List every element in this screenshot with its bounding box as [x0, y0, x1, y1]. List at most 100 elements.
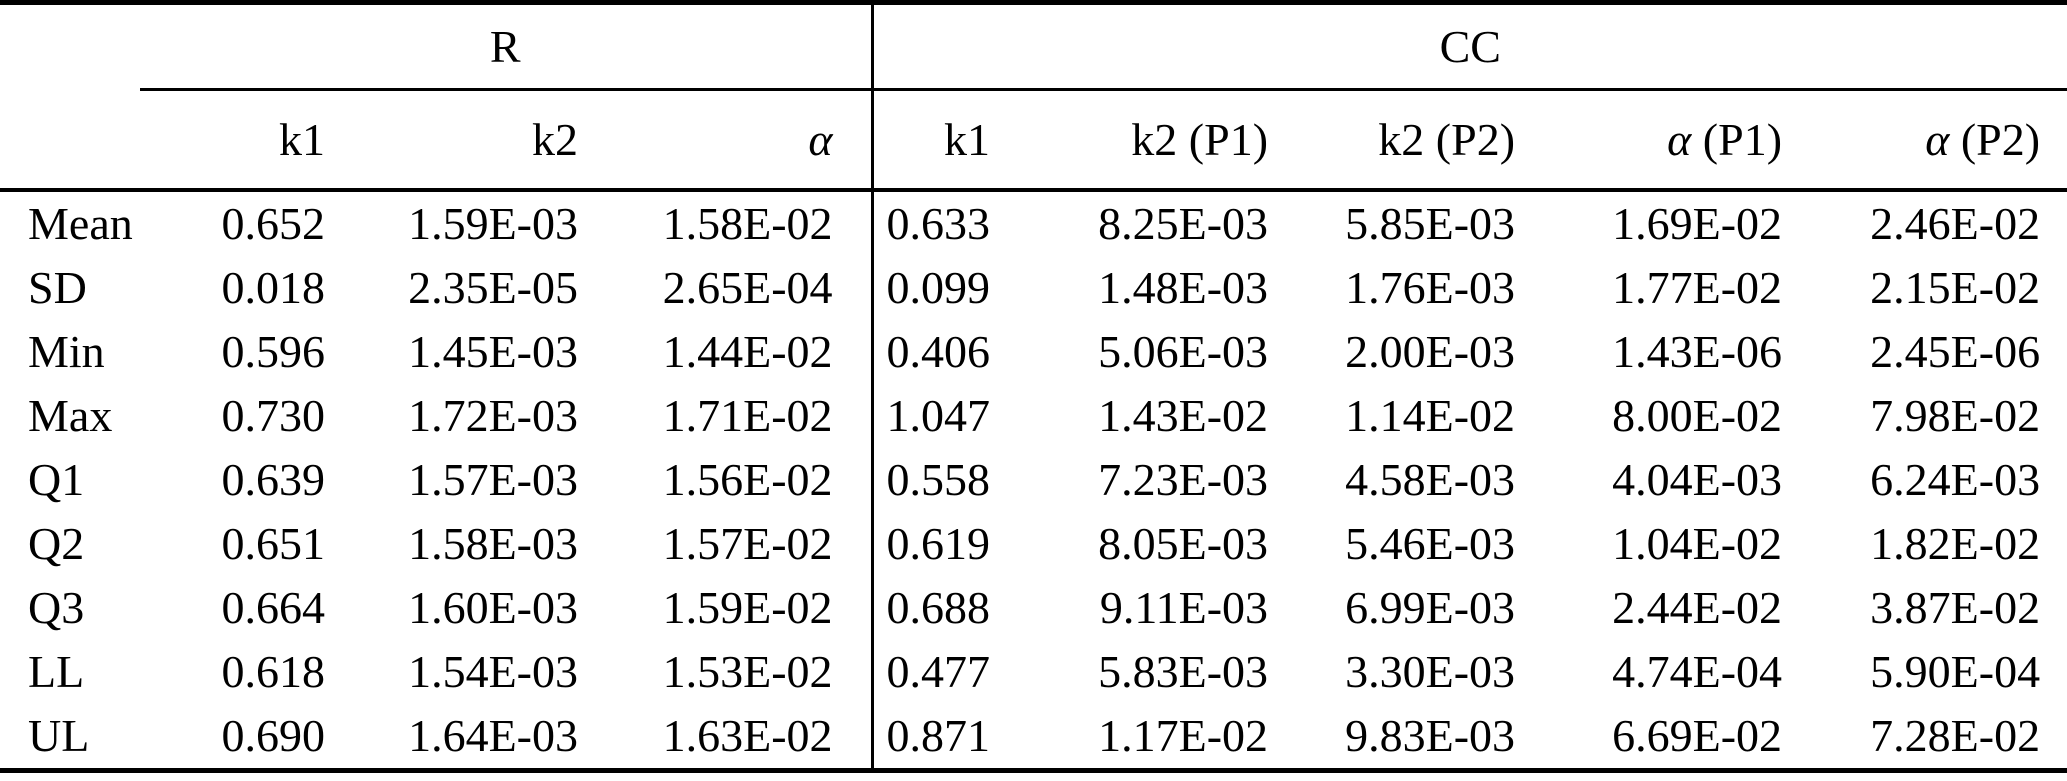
value-cell: 5.06E-03 [1098, 326, 1269, 377]
row-label: Min [28, 326, 105, 377]
table-row: Q1 0.639 1.57E-03 1.56E-02 0.558 7.23E-03 4.58… [0, 448, 2067, 512]
value-cell: 1.54E-03 [408, 646, 578, 697]
value-cell: 1.04E-02 [1612, 518, 1783, 569]
value-cell: 1.59E-03 [408, 198, 578, 249]
value-cell: 6.99E-03 [1345, 582, 1516, 633]
value-cell: 2.44E-02 [1612, 582, 1783, 633]
table-row: Q2 0.651 1.58E-03 1.57E-02 0.619 8.05E-03 5.46… [0, 512, 2067, 576]
value-cell: 1.43E-02 [1098, 390, 1269, 441]
value-cell: 9.83E-03 [1345, 710, 1516, 761]
value-cell: 4.04E-03 [1612, 454, 1783, 505]
group-header-r: R [140, 2, 873, 91]
value-cell: 0.596 [221, 326, 326, 377]
table-row: Q3 0.664 1.60E-03 1.59E-02 0.688 9.11E-03 6.99… [0, 576, 2067, 640]
value-cell: 1.58E-02 [662, 198, 833, 249]
value-cell: 0.639 [221, 454, 326, 505]
value-cell: 0.871 [870, 704, 996, 771]
value-cell: 2.00E-03 [1345, 326, 1516, 377]
value-cell: 1.60E-03 [408, 582, 578, 633]
value-cell: 1.64E-03 [408, 710, 578, 761]
group-header-row: R CC [0, 2, 2067, 91]
value-cell: 2.46E-02 [1870, 198, 2041, 249]
value-cell: 1.48E-03 [1098, 262, 1269, 313]
row-label: LL [28, 646, 85, 697]
value-cell: 7.23E-03 [1098, 454, 1269, 505]
value-cell: 2.45E-06 [1870, 326, 2041, 377]
value-cell: 1.56E-02 [662, 454, 833, 505]
value-cell: 0.688 [870, 576, 996, 640]
column-header: k1 [870, 89, 996, 192]
column-header-row: k1 k2 α k1 k2 (P1) k2 (P2) α (P1) α (P2) [0, 89, 2067, 192]
row-label: UL [28, 710, 90, 761]
column-header: α (P2) [1787, 89, 2067, 192]
table-row: Mean 0.652 1.59E-03 1.58E-02 0.633 8.25E-03 5.… [0, 190, 2067, 256]
column-header: α [583, 89, 873, 192]
value-cell: 9.11E-03 [1099, 582, 1269, 633]
value-cell: 0.477 [870, 640, 996, 704]
value-cell: 0.730 [221, 390, 326, 441]
table-row: UL 0.690 1.64E-03 1.63E-02 0.871 1.17E-02 9.83… [0, 704, 2067, 771]
value-cell: 6.69E-02 [1612, 710, 1783, 761]
value-cell: 7.28E-02 [1870, 710, 2041, 761]
value-cell: 0.018 [221, 262, 326, 313]
value-cell: 5.85E-03 [1345, 198, 1516, 249]
value-cell: 0.664 [221, 582, 326, 633]
value-cell: 1.14E-02 [1345, 390, 1516, 441]
row-label: Mean [28, 198, 133, 249]
column-header-blank [0, 89, 140, 192]
value-cell: 0.652 [221, 198, 326, 249]
table-body: Mean 0.652 1.59E-03 1.58E-02 0.633 8.25E-03 5.… [0, 190, 2067, 771]
value-cell: 5.90E-04 [1870, 646, 2041, 697]
value-cell: 6.24E-03 [1870, 454, 2041, 505]
value-cell: 1.53E-02 [662, 646, 833, 697]
value-cell: 1.44E-02 [662, 326, 833, 377]
value-cell: 1.82E-02 [1870, 518, 2041, 569]
value-cell: 0.558 [870, 448, 996, 512]
column-header: k2 [330, 89, 583, 192]
value-cell: 2.15E-02 [1870, 262, 2041, 313]
row-label: Q2 [28, 518, 85, 569]
value-cell: 1.17E-02 [1098, 710, 1269, 761]
value-cell: 3.30E-03 [1345, 646, 1516, 697]
row-label: Max [28, 390, 113, 441]
row-label: SD [28, 262, 87, 313]
table-row: SD 0.018 2.35E-05 2.65E-04 0.099 1.48E-03 1.76… [0, 256, 2067, 320]
value-cell: 5.83E-03 [1098, 646, 1269, 697]
value-cell: 2.35E-05 [408, 262, 578, 313]
column-header: α (P1) [1520, 89, 1788, 192]
value-cell: 1.57E-02 [662, 518, 833, 569]
value-cell: 0.690 [221, 710, 326, 761]
value-cell: 0.633 [870, 190, 996, 256]
value-cell: 1.57E-03 [408, 454, 578, 505]
column-header: k1 [140, 89, 330, 192]
value-cell: 1.58E-03 [408, 518, 578, 569]
value-cell: 1.047 [870, 384, 996, 448]
row-label: Q1 [28, 454, 85, 505]
value-cell: 8.25E-03 [1098, 198, 1269, 249]
table-row: Max 0.730 1.72E-03 1.71E-02 1.047 1.43E-02 1.1… [0, 384, 2067, 448]
value-cell: 0.619 [870, 512, 996, 576]
value-cell: 4.58E-03 [1345, 454, 1516, 505]
group-header-cc: CC [870, 2, 2067, 91]
column-header: k2 (P2) [1273, 89, 1521, 192]
value-cell: 4.74E-04 [1612, 646, 1783, 697]
value-cell: 0.406 [870, 320, 996, 384]
value-cell: 1.72E-03 [408, 390, 578, 441]
value-cell: 1.77E-02 [1612, 262, 1783, 313]
value-cell: 2.65E-04 [662, 262, 833, 313]
value-cell: 1.59E-02 [662, 582, 833, 633]
value-cell: 3.87E-02 [1870, 582, 2041, 633]
value-cell: 1.63E-02 [662, 710, 833, 761]
value-cell: 5.46E-03 [1345, 518, 1516, 569]
value-cell: 0.651 [221, 518, 326, 569]
corner-cell [0, 3, 140, 90]
value-cell: 0.099 [870, 256, 996, 320]
table-row: LL 0.618 1.54E-03 1.53E-02 0.477 5.83E-03 3.30… [0, 640, 2067, 704]
value-cell: 1.71E-02 [662, 390, 833, 441]
row-label: Q3 [28, 582, 85, 633]
value-cell: 8.00E-02 [1612, 390, 1783, 441]
column-header: k2 (P1) [995, 89, 1274, 192]
value-cell: 1.69E-02 [1612, 198, 1783, 249]
